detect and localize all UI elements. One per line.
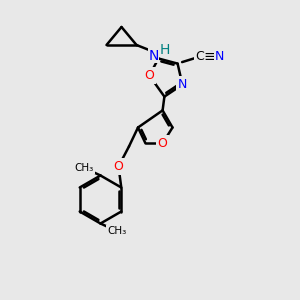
Text: CH₃: CH₃ [107,226,127,236]
Text: CH₃: CH₃ [74,163,94,173]
Text: N: N [178,78,187,91]
Text: C: C [196,50,205,64]
Text: N: N [215,50,224,64]
Text: O: O [158,137,167,150]
Text: O: O [145,69,154,82]
Text: O: O [114,160,123,173]
Text: ≡: ≡ [203,50,216,64]
Text: H: H [160,43,170,56]
Text: N: N [148,49,159,62]
